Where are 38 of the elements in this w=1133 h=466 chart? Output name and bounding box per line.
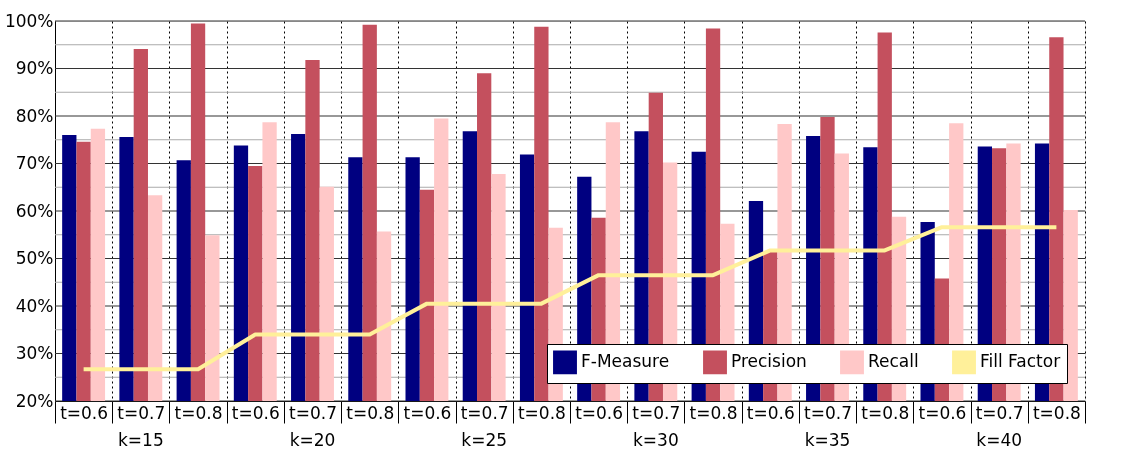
y-tick-label: 100% xyxy=(4,10,54,31)
x-tick-label: t=0.8 xyxy=(861,402,910,423)
y-tick-label: 80% xyxy=(15,105,54,126)
text: k=30 xyxy=(632,430,679,450)
legend-label: Precision xyxy=(731,351,807,372)
text: k=35 xyxy=(804,430,851,450)
x-tick-label: t=0.6 xyxy=(575,402,624,423)
text: k=40 xyxy=(976,430,1023,450)
x-tick-label: t=0.8 xyxy=(1032,402,1081,423)
x-tick-label: t=0.8 xyxy=(174,402,223,423)
legend-label: Fill Factor xyxy=(980,351,1061,372)
text: k=20 xyxy=(289,430,336,450)
x-tick-label: t=0.7 xyxy=(289,402,337,423)
y-tick-label: 20% xyxy=(15,390,54,411)
x-tick-label: t=0.8 xyxy=(517,402,566,423)
legend-label: F-Measure xyxy=(581,351,670,372)
text: k=25 xyxy=(461,430,508,450)
text: k=15 xyxy=(117,430,164,450)
legend-label: Recall xyxy=(868,351,919,372)
x-tick-label: t=0.6 xyxy=(60,402,109,423)
y-tick-label: 60% xyxy=(15,200,54,221)
y-tick-label: 40% xyxy=(15,295,54,316)
y-tick-label: 30% xyxy=(15,343,54,363)
y-tick-label: 90% xyxy=(15,58,54,78)
x-tick-label: t=0.7 xyxy=(804,402,852,423)
x-tick-label: t=0.7 xyxy=(632,402,681,423)
x-tick-label: t=0.6 xyxy=(918,402,967,423)
y-tick-label: 50% xyxy=(15,248,54,268)
x-tick-label: t=0.8 xyxy=(689,402,738,423)
x-tick-label: t=0.7 xyxy=(460,402,509,423)
x-tick-label: t=0.6 xyxy=(746,402,795,423)
x-tick-label: t=0.6 xyxy=(231,402,280,423)
y-tick-label: 70% xyxy=(15,153,54,173)
x-tick-label: t=0.7 xyxy=(117,402,166,423)
line-series xyxy=(81,225,1059,372)
x-tick-label: t=0.8 xyxy=(346,402,395,423)
x-tick-label: t=0.7 xyxy=(975,402,1024,423)
x-tick-label: t=0.6 xyxy=(403,402,452,423)
